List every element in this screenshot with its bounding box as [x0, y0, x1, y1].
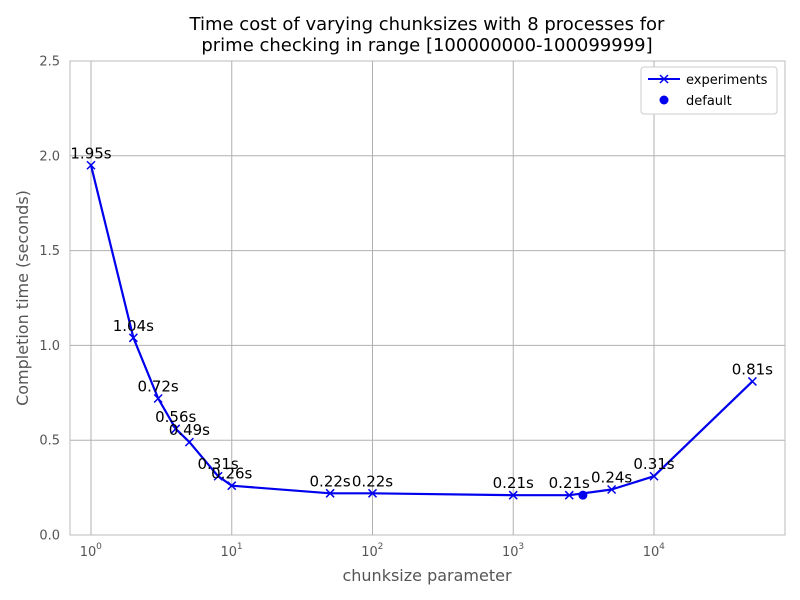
plot-frame	[69, 60, 786, 536]
series	[86, 160, 757, 500]
x-tick-label: 10	[80, 545, 97, 560]
experiments-point	[86, 160, 96, 170]
data-label: 0.72s	[138, 377, 179, 395]
experiments-point	[564, 490, 574, 500]
experiments-point	[128, 333, 138, 343]
data-label: 0.24s	[591, 468, 632, 486]
y-tick-label: 2.5	[39, 55, 60, 70]
legend-experiments-label: experiments	[686, 73, 768, 88]
x-tick-exponent: 4	[659, 542, 665, 552]
default-point	[578, 490, 588, 500]
x-tick-label: 10	[220, 545, 237, 560]
y-tick-label: 1.5	[39, 244, 60, 259]
legend-experiments-marker	[659, 74, 669, 84]
experiments-point	[227, 481, 237, 491]
data-label: 0.22s	[310, 472, 351, 490]
y-tick-label: 2.0	[39, 149, 60, 164]
x-tick-exponent: 1	[237, 542, 243, 552]
experiments-point	[325, 488, 335, 498]
x-tick-exponent: 0	[96, 542, 102, 552]
y-tick-label: 0.0	[39, 529, 60, 544]
grid	[70, 60, 785, 536]
experiments-point	[649, 471, 659, 481]
data-label: 0.21s	[549, 474, 590, 492]
data-label: 0.31s	[633, 455, 674, 473]
experiments-point	[171, 424, 181, 434]
data-label: 0.26s	[211, 465, 252, 483]
experiments-point	[747, 376, 757, 386]
x-tick-exponent: 2	[378, 542, 384, 552]
data-label: 0.22s	[352, 472, 393, 490]
x-tick-label: 10	[361, 545, 378, 560]
experiments-point	[213, 471, 223, 481]
x-tick-exponent: 3	[518, 542, 524, 552]
y-tick-label: 0.5	[39, 434, 60, 449]
x-ticks: 10 0 10 1 10 2 10 3 10 4	[80, 542, 665, 560]
chart-title-line-2: prime checking in range [100000000-10009…	[201, 35, 652, 56]
y-ticks: 0.0 0.5 1.0 1.5 2.0 2.5	[39, 55, 60, 544]
x-axis-label: chunksize parameter	[342, 566, 511, 585]
experiments-point	[184, 437, 194, 447]
y-axis-label: Completion time (seconds)	[13, 190, 32, 406]
data-label: 0.31s	[198, 455, 239, 473]
data-label: 0.56s	[155, 408, 196, 426]
data-label: 1.95s	[70, 144, 111, 162]
experiments-line	[89, 165, 754, 497]
x-tick-label: 10	[643, 545, 660, 560]
experiments-point	[367, 488, 378, 498]
experiments-point	[607, 484, 617, 495]
legend: experiments default	[640, 66, 778, 115]
legend-default-label: default	[686, 94, 732, 109]
y-tick-label: 1.0	[39, 339, 60, 354]
data-label: 1.04s	[113, 317, 154, 335]
data-label: 0.81s	[732, 360, 773, 378]
x-tick-label: 10	[502, 545, 519, 560]
legend-default-marker	[659, 95, 669, 105]
experiments-point	[153, 393, 163, 404]
data-label: 0.49s	[169, 421, 210, 439]
experiments-point	[508, 490, 518, 500]
chart-title-line-1: Time cost of varying chunksizes with 8 p…	[189, 14, 666, 35]
data-label: 0.21s	[493, 474, 534, 492]
